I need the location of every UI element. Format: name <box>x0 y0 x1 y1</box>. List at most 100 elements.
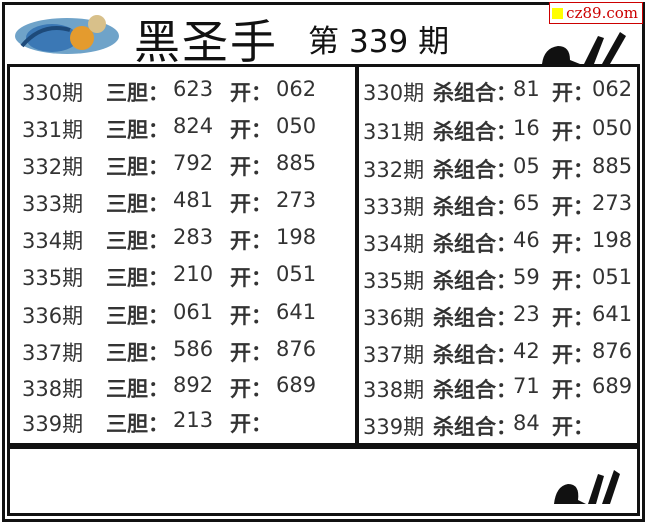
metric-value: 23 <box>513 302 540 326</box>
metric-label: 杀组合： <box>433 195 517 219</box>
metric-value: 824 <box>173 114 214 138</box>
ok-hand-icon <box>542 32 626 64</box>
watermark-text: cz89.com <box>566 4 638 22</box>
metric-label: 三胆： <box>106 412 169 436</box>
period-label: 331期 <box>22 118 84 142</box>
open-value: 641 <box>592 302 633 326</box>
metric-value: 42 <box>513 339 540 363</box>
open-label: 开： <box>552 269 594 293</box>
issue-number: 339 <box>349 24 409 60</box>
open-label: 开： <box>552 120 594 144</box>
open-label: 开： <box>230 341 272 365</box>
bottom-panel <box>7 446 640 516</box>
open-label: 开： <box>230 229 272 253</box>
period-label: 332期 <box>22 155 84 179</box>
metric-label: 三胆： <box>106 229 169 253</box>
metric-value: 586 <box>173 337 214 361</box>
metric-value: 05 <box>513 154 540 178</box>
open-label: 开： <box>230 412 272 436</box>
open-value: 641 <box>276 300 317 324</box>
open-label: 开： <box>230 192 272 216</box>
open-value: 051 <box>276 262 317 286</box>
open-label: 开： <box>230 155 272 179</box>
open-value: 198 <box>592 228 633 252</box>
metric-value: 892 <box>173 373 214 397</box>
period-label: 330期 <box>363 81 425 105</box>
period-label: 332期 <box>363 158 425 182</box>
period-label: 335期 <box>22 266 84 290</box>
metric-value: 283 <box>173 225 214 249</box>
metric-label: 杀组合： <box>433 343 517 367</box>
open-label: 开： <box>552 81 594 105</box>
metric-label: 杀组合： <box>433 378 517 402</box>
metric-label: 三胆： <box>106 192 169 216</box>
open-value: 062 <box>276 77 317 101</box>
metric-value: 71 <box>513 374 540 398</box>
metric-value: 59 <box>513 265 540 289</box>
right-panel <box>356 64 640 446</box>
period-label: 337期 <box>363 343 425 367</box>
metric-value: 213 <box>173 408 214 432</box>
metric-value: 061 <box>173 300 214 324</box>
open-value: 062 <box>592 77 633 101</box>
open-label: 开： <box>230 266 272 290</box>
yellow-square-icon <box>552 8 564 19</box>
page-title: 黑圣手 <box>134 15 278 69</box>
open-value: 198 <box>276 225 317 249</box>
period-label: 339期 <box>363 415 425 439</box>
open-label: 开： <box>230 81 272 105</box>
open-label: 开： <box>230 377 272 401</box>
period-label: 333期 <box>22 192 84 216</box>
period-label: 337期 <box>22 341 84 365</box>
open-label: 开： <box>552 195 594 219</box>
period-label: 338期 <box>363 378 425 402</box>
period-label: 335期 <box>363 269 425 293</box>
period-label: 339期 <box>22 412 84 436</box>
period-label: 334期 <box>22 229 84 253</box>
issue-prefix: 第 <box>308 24 339 60</box>
open-label: 开： <box>552 343 594 367</box>
open-value: 050 <box>276 114 317 138</box>
period-label: 331期 <box>363 120 425 144</box>
open-label: 开： <box>552 378 594 402</box>
open-value: 273 <box>592 191 633 215</box>
issue-suffix: 期 <box>418 24 450 60</box>
metric-label: 三胆： <box>106 118 169 142</box>
metric-value: 210 <box>173 262 214 286</box>
open-value: 876 <box>592 339 633 363</box>
metric-label: 三胆： <box>106 377 169 401</box>
metric-label: 杀组合： <box>433 415 517 439</box>
open-value: 885 <box>276 151 317 175</box>
period-label: 336期 <box>363 306 425 330</box>
period-label: 336期 <box>22 304 84 328</box>
metric-label: 杀组合： <box>433 306 517 330</box>
metric-value: 16 <box>513 116 540 140</box>
open-value: 689 <box>592 374 633 398</box>
metric-value: 792 <box>173 151 214 175</box>
metric-label: 三胆： <box>106 304 169 328</box>
open-value: 273 <box>276 188 317 212</box>
open-label: 开： <box>552 232 594 256</box>
metric-value: 623 <box>173 77 214 101</box>
period-label: 330期 <box>22 81 84 105</box>
open-label: 开： <box>552 306 594 330</box>
period-label: 334期 <box>363 232 425 256</box>
metric-label: 杀组合： <box>433 120 517 144</box>
metric-label: 三胆： <box>106 266 169 290</box>
open-value: 885 <box>592 154 633 178</box>
issue-heading: 第 339 期 <box>308 16 459 61</box>
metric-label: 三胆： <box>106 155 169 179</box>
period-label: 338期 <box>22 377 84 401</box>
open-label: 开： <box>552 415 594 439</box>
metric-label: 杀组合： <box>433 158 517 182</box>
metric-value: 46 <box>513 228 540 252</box>
metric-label: 杀组合： <box>433 269 517 293</box>
metric-label: 杀组合： <box>433 232 517 256</box>
metric-label: 杀组合： <box>433 81 517 105</box>
open-label: 开： <box>230 304 272 328</box>
open-value: 689 <box>276 373 317 397</box>
metric-label: 三胆： <box>106 341 169 365</box>
watermark: cz89.com <box>549 2 643 24</box>
